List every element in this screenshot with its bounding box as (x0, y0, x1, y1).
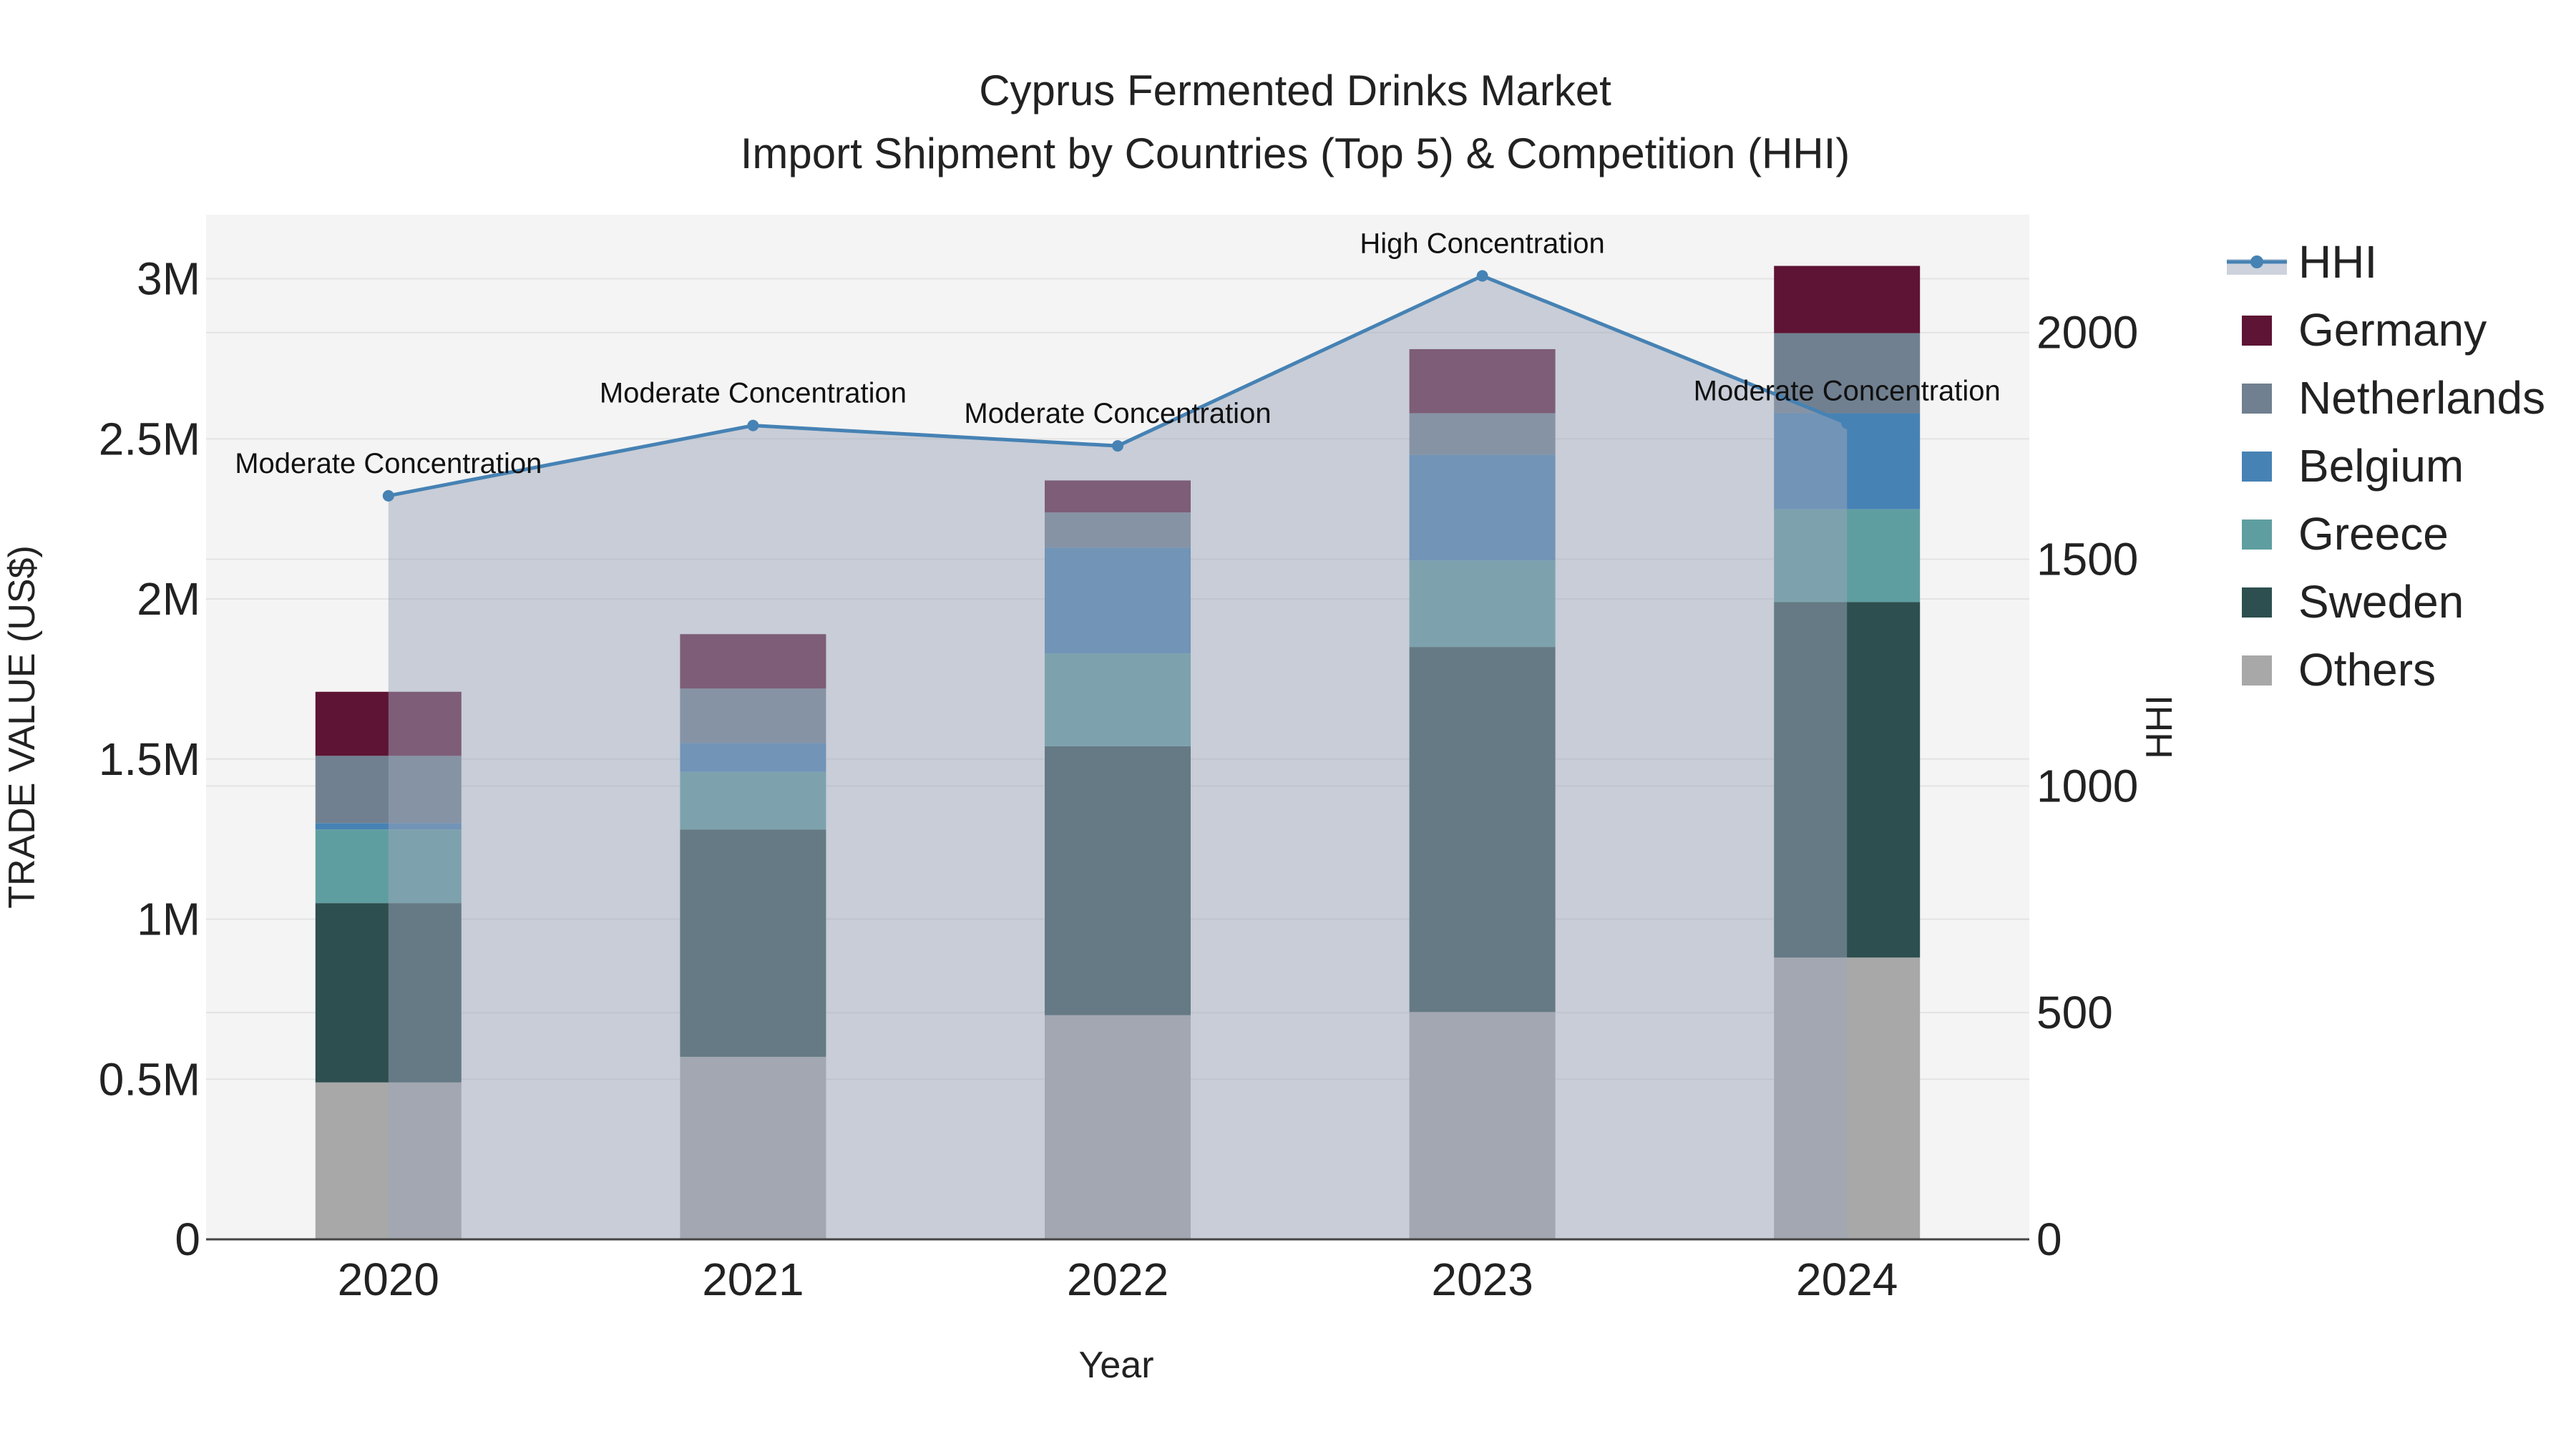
legend-swatch-greece (2242, 519, 2272, 550)
y2-tick-label: 1500 (2036, 534, 2138, 585)
x-tick-label: 2022 (1067, 1254, 1169, 1305)
hhi-area (388, 275, 1848, 1240)
y-axis-label: TRADE VALUE (US$) (1, 545, 43, 909)
y-tick-label: 1.5M (99, 733, 200, 785)
y2-axis-label: HHI (2139, 695, 2180, 759)
y-tick-label: 3M (137, 253, 200, 305)
legend-label: Greece (2298, 508, 2449, 560)
hhi-label: Moderate Concentration (1694, 375, 2001, 406)
x-tick-label: 2021 (702, 1254, 804, 1305)
y-tick-label: 2M (137, 573, 200, 625)
legend-swatch-belgium (2242, 452, 2272, 482)
y2-tick-label: 2000 (2036, 307, 2138, 358)
legend-label: HHI (2298, 236, 2377, 288)
legend-label: Netherlands (2298, 372, 2545, 424)
legend-swatch-hhi-point (2250, 255, 2263, 268)
y-axis-ticks: 0 0.5M 1M 1.5M 2M 2.5M 3M (99, 253, 200, 1266)
legend-label: Others (2298, 644, 2436, 696)
hhi-point (1841, 417, 1853, 429)
x-tick-label: 2020 (338, 1254, 439, 1305)
y2-tick-label: 500 (2036, 987, 2113, 1038)
y2-tick-label: 1000 (2036, 760, 2138, 811)
legend-swatch-sweden (2242, 587, 2272, 618)
legend-label: Sweden (2298, 576, 2464, 628)
hhi-point (382, 489, 394, 502)
legend-swatch-germany (2242, 316, 2272, 346)
hhi-label: Moderate Concentration (964, 398, 1271, 429)
legend-swatch-netherlands (2242, 384, 2272, 414)
chart-title: Cyprus Fermented Drinks Market (979, 67, 1611, 114)
legend-label: Germany (2298, 304, 2487, 356)
y-tick-label: 1M (137, 894, 200, 945)
x-tick-label: 2023 (1431, 1254, 1533, 1305)
legend-swatch-others (2242, 655, 2272, 686)
hhi-series: Moderate Concentration Moderate Concentra… (235, 228, 2001, 1240)
hhi-point (1476, 270, 1488, 282)
y2-axis-ticks: 0 500 1000 1500 2000 (2036, 307, 2138, 1265)
x-tick-label: 2024 (1796, 1254, 1898, 1305)
hhi-label: Moderate Concentration (600, 378, 907, 409)
legend: HHI Germany Netherlands Belgium Greece Sweden… (2227, 236, 2545, 696)
bar-germany (1774, 265, 1921, 333)
x-axis-ticks: 2020 2021 2022 2023 2024 (338, 1254, 1898, 1305)
y-tick-label: 2.5M (99, 413, 200, 464)
hhi-point (747, 419, 759, 431)
hhi-point (1112, 440, 1123, 452)
hhi-label: Moderate Concentration (235, 448, 542, 479)
y-tick-label: 0.5M (99, 1053, 200, 1105)
y2-tick-label: 0 (2036, 1214, 2062, 1265)
x-axis-label: Year (1078, 1345, 1153, 1386)
chart-subtitle: Import Shipment by Countries (Top 5) & C… (741, 130, 1850, 177)
hhi-label: High Concentration (1360, 228, 1604, 260)
bar-netherlands (1774, 333, 1921, 414)
legend-label: Belgium (2298, 440, 2464, 492)
y-tick-label: 0 (175, 1214, 200, 1265)
